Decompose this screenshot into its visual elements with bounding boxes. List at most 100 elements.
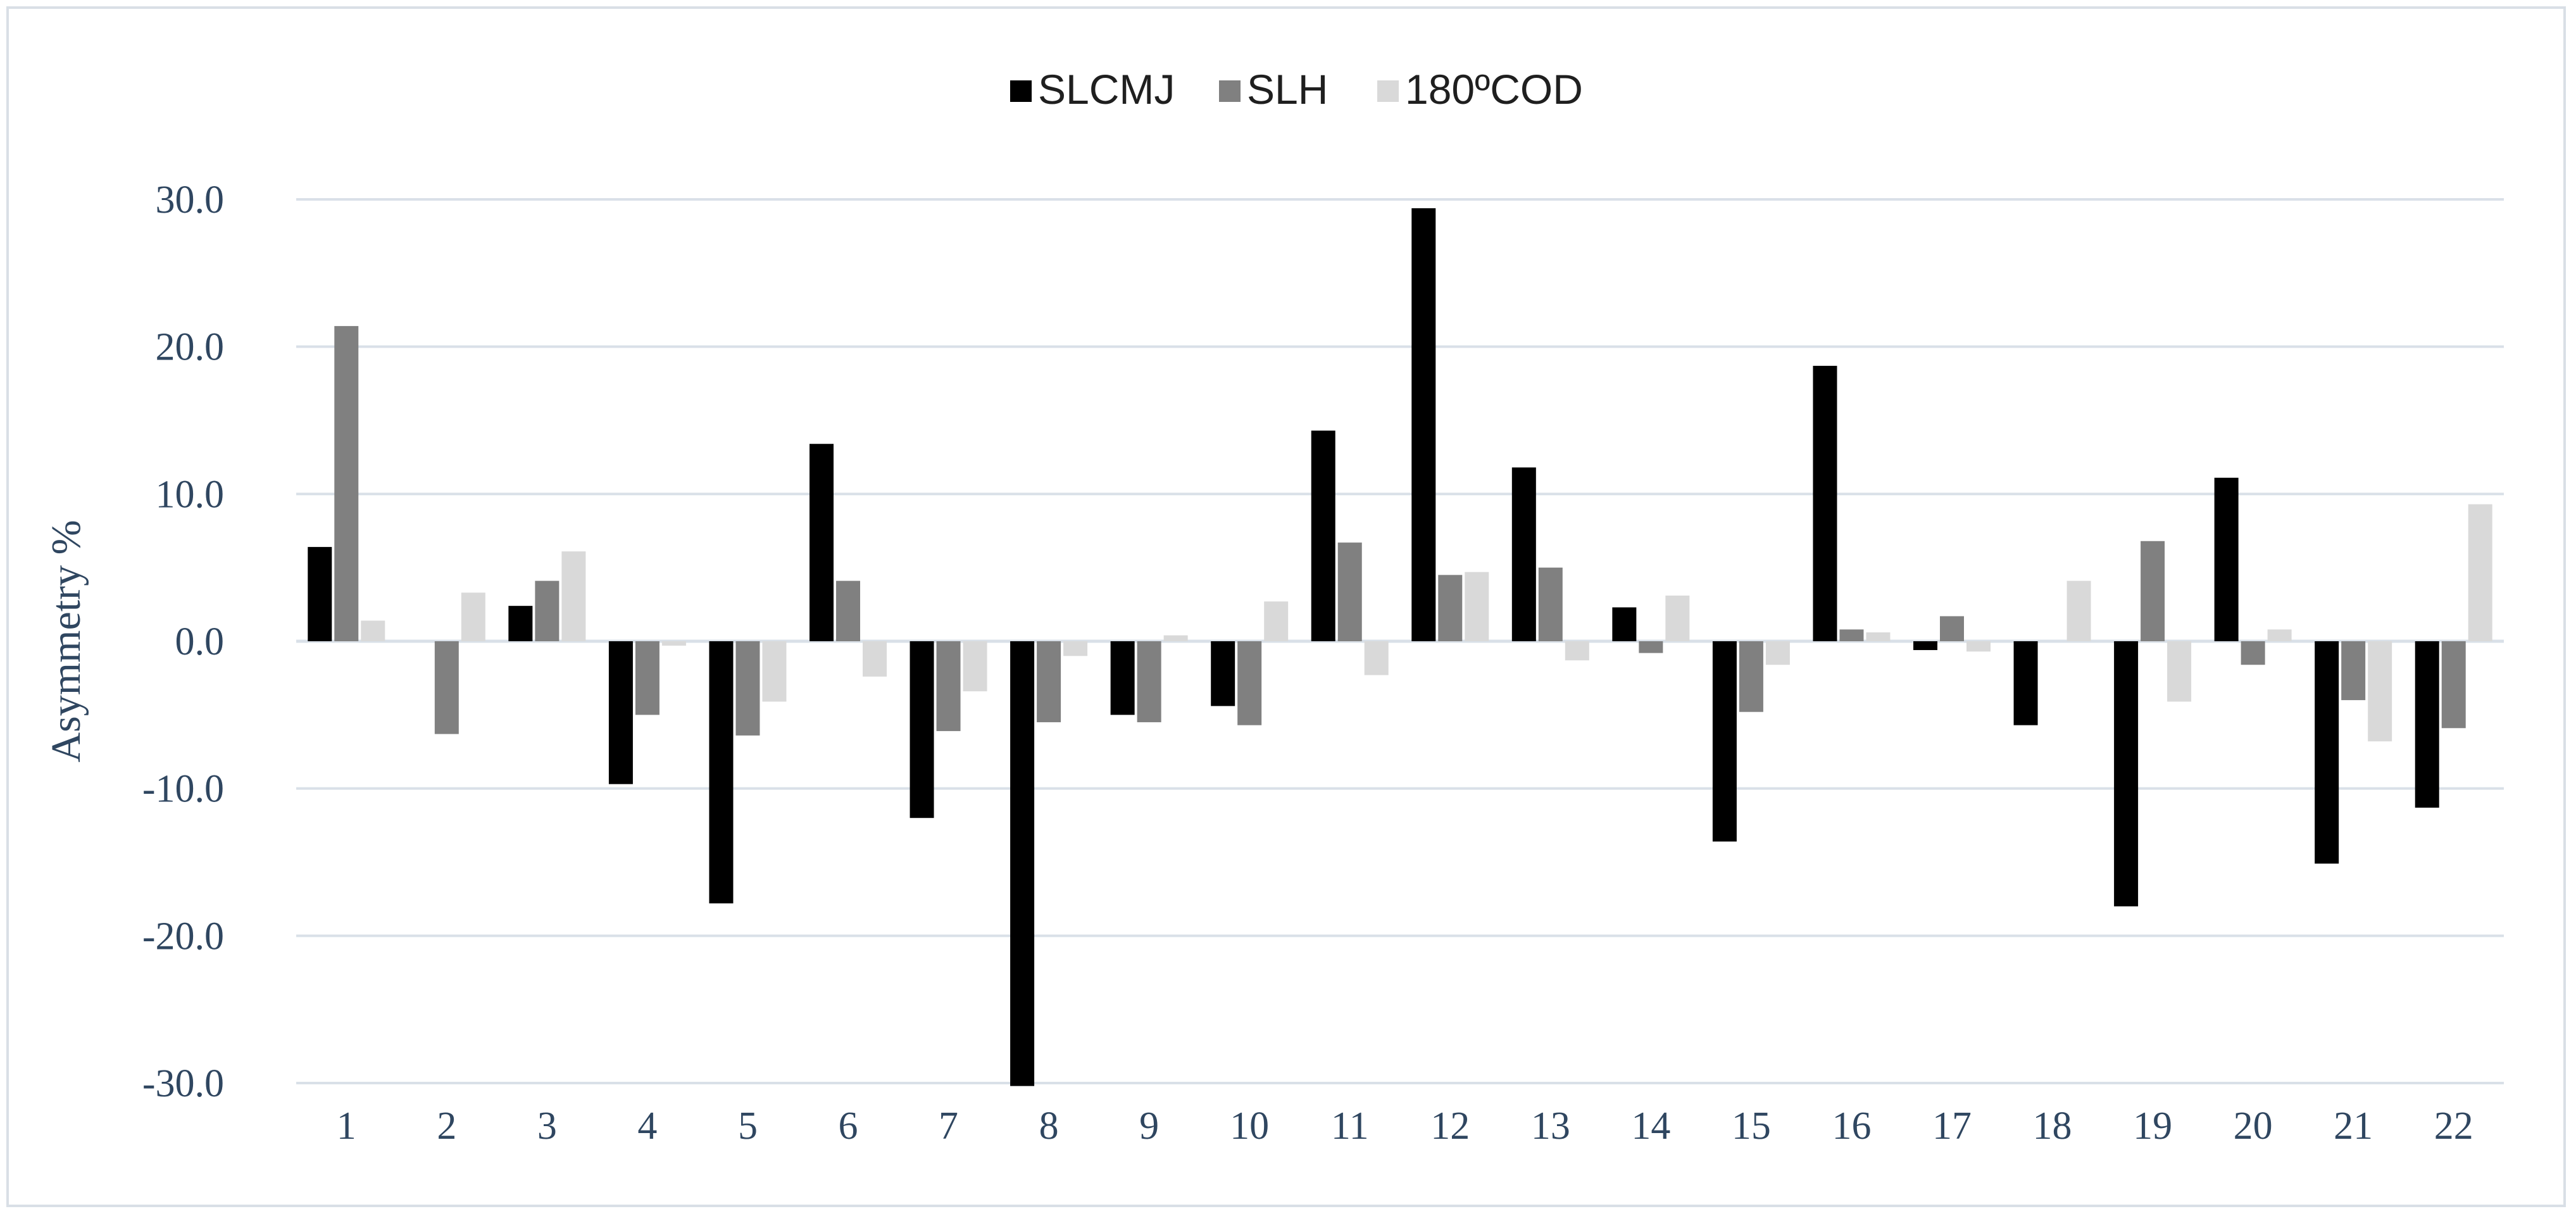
bar-slh-7 [936, 641, 961, 731]
bar-180cod-20 [2267, 629, 2292, 641]
y-tick-label: 30.0 [156, 179, 225, 222]
x-tick-label: 16 [1832, 1105, 1871, 1148]
bar-slcmj-6 [810, 444, 834, 641]
bar-slh-9 [1137, 641, 1161, 722]
bar-slcmj-20 [2214, 477, 2239, 641]
bar-slh-15 [1739, 641, 1763, 712]
bars [308, 208, 2492, 1086]
legend-label: 180ºCOD [1405, 66, 1583, 113]
bar-slcmj-8 [1010, 641, 1035, 1086]
y-tick-label: -10.0 [142, 768, 224, 811]
bar-slcmj-21 [2315, 641, 2339, 864]
x-tick-label: 2 [437, 1105, 456, 1148]
x-tick-label: 6 [839, 1105, 858, 1148]
bar-slh-21 [2341, 641, 2366, 701]
bar-180cod-11 [1364, 641, 1389, 675]
x-tick-label: 5 [738, 1105, 758, 1148]
bar-slh-16 [1839, 629, 1864, 641]
x-tick-label: 20 [2234, 1105, 2273, 1148]
bar-180cod-6 [863, 641, 887, 677]
bar-slh-12 [1438, 575, 1463, 641]
bar-180cod-4 [661, 641, 686, 646]
x-axis-ticks: 1 2 3 4 5 6 7 8 9 10 11 12 13 14 15 16 17 18 19 20 21 22 [337, 1105, 2473, 1148]
bar-slh-20 [2241, 641, 2265, 665]
x-tick-label: 7 [939, 1105, 958, 1148]
bar-180cod-9 [1163, 635, 1188, 641]
y-tick-label: -30.0 [142, 1062, 224, 1105]
legend-label: SLCMJ [1038, 66, 1175, 113]
y-tick-label: -20.0 [142, 915, 224, 958]
legend-label: SLH [1247, 66, 1328, 113]
bar-slcmj-10 [1211, 641, 1235, 706]
bar-180cod-7 [963, 641, 987, 692]
bar-180cod-17 [1966, 641, 1991, 652]
bar-slcmj-16 [1813, 365, 1837, 641]
x-tick-label: 15 [1732, 1105, 1771, 1148]
bar-slcmj-19 [2114, 641, 2139, 906]
bar-180cod-18 [2066, 580, 2091, 641]
bar-slh-4 [635, 641, 660, 715]
legend-swatch [1377, 80, 1399, 102]
bar-slcmj-1 [308, 547, 332, 641]
bar-slh-6 [836, 580, 860, 641]
bar-slh-11 [1337, 542, 1362, 641]
bar-180cod-2 [461, 592, 485, 641]
bar-slh-19 [2141, 541, 2165, 641]
y-tick-label: 20.0 [156, 326, 225, 369]
bar-180cod-8 [1063, 641, 1088, 656]
x-tick-label: 21 [2334, 1105, 2373, 1148]
x-tick-label: 12 [1430, 1105, 1470, 1148]
x-tick-label: 8 [1039, 1105, 1059, 1148]
bar-180cod-15 [1765, 641, 1790, 665]
x-tick-label: 22 [2434, 1105, 2473, 1148]
y-tick-label: 10.0 [156, 473, 225, 516]
x-tick-label: 9 [1139, 1105, 1159, 1148]
legend-swatch [1219, 80, 1241, 102]
bar-slcmj-3 [508, 606, 533, 641]
y-tick-label: 0.0 [175, 620, 225, 663]
x-tick-label: 17 [1932, 1105, 1972, 1148]
x-tick-label: 19 [2133, 1105, 2172, 1148]
bar-slcmj-7 [910, 641, 934, 818]
bar-180cod-22 [2468, 504, 2492, 641]
x-tick-label: 10 [1230, 1105, 1269, 1148]
bar-slcmj-9 [1110, 641, 1135, 715]
bar-slcmj-12 [1411, 208, 1436, 642]
bar-180cod-5 [762, 641, 787, 702]
bar-slcmj-11 [1311, 430, 1335, 641]
bar-180cod-16 [1866, 632, 1891, 641]
bar-slh-2 [434, 641, 459, 734]
x-tick-label: 14 [1631, 1105, 1670, 1148]
y-axis-title: Asymmetry % [43, 520, 89, 762]
bar-180cod-3 [561, 551, 586, 641]
x-tick-label: 3 [537, 1105, 557, 1148]
bar-slcmj-13 [1511, 467, 1536, 641]
bar-slh-1 [334, 326, 359, 641]
bar-slh-10 [1237, 641, 1262, 725]
bar-slcmj-4 [608, 641, 633, 784]
x-tick-label: 18 [2033, 1105, 2072, 1148]
legend-swatch [1010, 80, 1032, 102]
bar-180cod-12 [1465, 572, 1489, 641]
bar-slh-13 [1538, 567, 1563, 641]
y-axis-ticks: 30.0 20.0 10.0 0.0 -10.0 -20.0 -30.0 [142, 179, 224, 1105]
bar-180cod-10 [1264, 601, 1289, 641]
bar-slcmj-5 [709, 641, 734, 904]
bar-slcmj-18 [2013, 641, 2038, 725]
bar-slcmj-14 [1612, 607, 1637, 641]
x-tick-label: 1 [337, 1105, 356, 1148]
bar-slcmj-17 [1913, 641, 1937, 650]
bar-slh-17 [1940, 616, 1964, 641]
bar-180cod-1 [361, 620, 385, 641]
bar-slh-22 [2441, 641, 2466, 729]
bar-slh-14 [1639, 641, 1663, 653]
bar-180cod-13 [1565, 641, 1589, 661]
bar-180cod-21 [2368, 641, 2392, 742]
bar-slh-3 [535, 580, 560, 641]
x-tick-label: 13 [1531, 1105, 1570, 1148]
bar-180cod-14 [1665, 595, 1690, 641]
bar-slh-5 [735, 641, 760, 736]
x-tick-label: 11 [1331, 1105, 1369, 1148]
